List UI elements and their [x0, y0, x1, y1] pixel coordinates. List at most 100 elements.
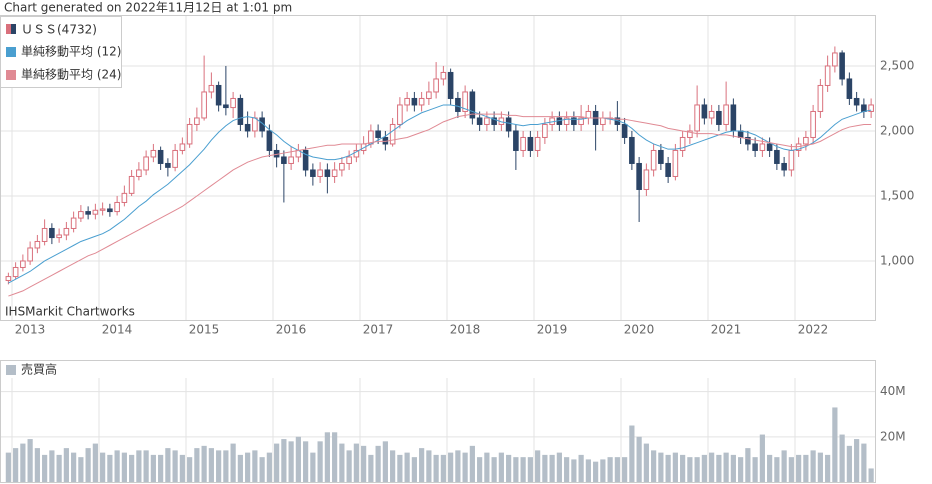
x-tick-label: 2022	[798, 323, 829, 337]
volume-bar	[411, 457, 417, 482]
candle-body	[476, 117, 483, 125]
volume-bar	[868, 468, 874, 482]
candle-body	[737, 130, 744, 138]
candle-body	[375, 130, 381, 138]
volume-bar	[136, 450, 142, 482]
caption: Chart generated on 2022年11月12日 at 1:01 p…	[4, 1, 292, 15]
candle-body	[542, 123, 548, 138]
candle-body	[679, 136, 686, 151]
candle-body	[49, 227, 55, 239]
volume-bar	[223, 450, 229, 482]
volume-bar	[194, 448, 200, 482]
moving-average-line	[8, 113, 872, 297]
volume-bar	[85, 448, 91, 482]
candle-body	[404, 97, 410, 106]
volume-bar	[158, 454, 164, 482]
legend-icon	[6, 47, 16, 57]
candle-body	[85, 211, 91, 215]
volume-bar	[92, 443, 98, 482]
legend-label: ＵＳＳ(4732)	[21, 23, 97, 37]
volume-bar	[339, 443, 345, 482]
candle-body	[447, 71, 454, 99]
volume-bar	[803, 454, 809, 482]
candle-body	[324, 169, 331, 177]
candle-body	[462, 91, 468, 112]
volume-bar	[317, 441, 323, 482]
volume-bar	[455, 450, 461, 482]
volume-bar	[643, 443, 649, 482]
volume-bar	[810, 450, 816, 482]
watermark: IHSMarkit Chartworks	[5, 305, 135, 319]
volume-bar	[774, 457, 780, 482]
volume-bar	[571, 459, 577, 482]
volume-bar	[578, 454, 584, 482]
candle-body	[56, 234, 62, 239]
volume-bar	[448, 452, 454, 482]
volume-bar	[658, 452, 664, 482]
candle-body	[563, 117, 570, 125]
candle-body	[215, 84, 222, 106]
volume-bar	[651, 450, 657, 482]
candle-body	[687, 130, 693, 138]
volume-bar	[382, 441, 388, 482]
volume-bar	[593, 461, 599, 482]
candle-body	[136, 169, 142, 177]
volume-bar	[114, 450, 120, 482]
volume-bar	[513, 457, 519, 482]
volume-bar	[368, 454, 374, 482]
candle-body	[484, 117, 490, 125]
volume-bar	[281, 439, 287, 482]
candle-body	[179, 143, 186, 151]
volume-bar	[165, 448, 171, 482]
volume-bar	[56, 454, 62, 482]
candle-body	[172, 149, 178, 168]
volume-bar	[723, 452, 729, 482]
volume-bar	[839, 434, 845, 482]
volume-bar	[172, 450, 178, 482]
candle-body	[752, 143, 758, 151]
volume-bar	[629, 425, 635, 482]
price-frame	[0, 15, 876, 321]
volume-bar	[49, 450, 55, 482]
candle-body	[339, 162, 345, 171]
x-tick-label: 2020	[624, 323, 655, 337]
candle-body	[571, 117, 577, 125]
volume-bar	[361, 445, 367, 482]
candle-body	[5, 276, 12, 281]
candle-body	[433, 78, 439, 93]
volume-bar	[78, 457, 84, 482]
candle-body	[346, 156, 352, 164]
volume-bar	[63, 448, 69, 482]
volume-bar	[274, 443, 280, 482]
candle-body	[114, 201, 120, 213]
volume-bar	[564, 457, 570, 482]
y-tick-label: 1,500	[880, 188, 914, 202]
volume-bar	[5, 452, 11, 482]
volume-bar	[295, 436, 301, 482]
volume-bar	[767, 454, 773, 482]
volume-bar	[121, 452, 127, 482]
candle-body	[208, 84, 215, 93]
volume-bar	[600, 459, 606, 482]
volume-bar	[375, 445, 381, 482]
volume-bar	[796, 454, 802, 482]
candle-body	[157, 149, 164, 164]
candle-body	[774, 149, 780, 164]
volume-bar	[861, 443, 867, 482]
candle-body	[505, 117, 512, 132]
candle-body	[259, 117, 265, 132]
candle-body	[99, 208, 106, 211]
x-tick-label: 2013	[15, 323, 46, 337]
volume-bar	[107, 454, 113, 482]
candle-body	[186, 123, 193, 145]
candle-body	[252, 117, 258, 132]
candle-body	[70, 217, 77, 229]
x-tick-label: 2019	[537, 323, 568, 337]
volume-bar	[709, 452, 715, 482]
volume-bar	[506, 454, 512, 482]
volume-bar	[477, 457, 483, 482]
candle-body	[788, 149, 795, 171]
candle-body	[723, 104, 729, 125]
candle-body	[107, 208, 113, 213]
volume-bar	[585, 459, 591, 482]
